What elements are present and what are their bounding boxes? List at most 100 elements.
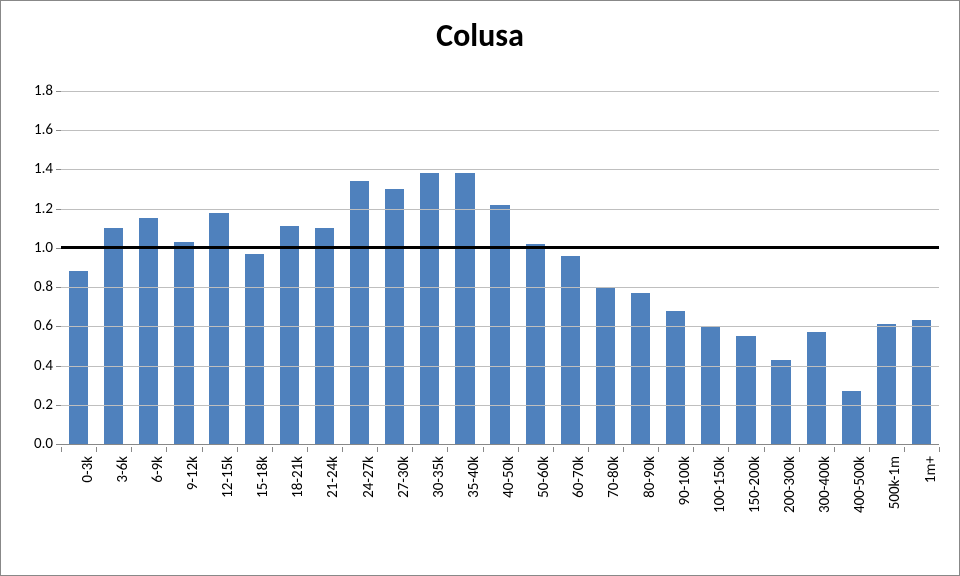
y-tick-mark <box>56 169 61 170</box>
x-label-slot: 15-18k <box>237 451 272 575</box>
chart-title: Colusa <box>1 16 959 55</box>
x-tick-label: 50-60k <box>535 456 553 498</box>
x-tick-mark <box>553 447 554 452</box>
y-tick-label: 0.2 <box>34 396 53 414</box>
y-tick-label: 0.4 <box>34 357 53 375</box>
x-tick-mark <box>166 447 167 452</box>
x-tick-label: 24-27k <box>360 456 378 498</box>
x-label-slot: 400-500k <box>834 451 869 575</box>
gridline <box>61 326 939 327</box>
bars-wrap <box>61 91 939 444</box>
bar-slot <box>377 91 412 444</box>
y-tick-label: 1.0 <box>34 239 53 257</box>
bar-slot <box>483 91 518 444</box>
x-tick-mark <box>588 447 589 452</box>
x-tick-mark <box>939 447 940 452</box>
bar-slot <box>131 91 166 444</box>
bar-slot <box>61 91 96 444</box>
bar-slot <box>658 91 693 444</box>
x-tick-label: 18-21k <box>289 456 307 498</box>
x-tick-label: 30-35k <box>430 456 448 498</box>
x-tick-mark <box>131 447 132 452</box>
bar-slot <box>412 91 447 444</box>
x-label-slot: 40-50k <box>483 451 518 575</box>
x-tick-label: 1m+ <box>922 456 940 483</box>
x-tick-mark <box>799 447 800 452</box>
x-label-slot: 60-70k <box>553 451 588 575</box>
bar <box>807 332 826 444</box>
x-label-slot: 9-12k <box>166 451 201 575</box>
x-tick-mark <box>272 447 273 452</box>
x-tick-label: 12-15k <box>219 456 237 498</box>
bar <box>280 226 299 444</box>
x-label-slot: 0-3k <box>61 451 96 575</box>
x-tick-mark <box>202 447 203 452</box>
x-tick-mark <box>237 447 238 452</box>
bar-slot <box>623 91 658 444</box>
x-tick-mark <box>834 447 835 452</box>
bar <box>736 336 755 444</box>
y-tick-label: 1.6 <box>34 121 53 139</box>
x-tick-label: 9-12k <box>184 456 202 490</box>
gridline <box>61 287 939 288</box>
bar-slot <box>166 91 201 444</box>
y-tick-mark <box>56 444 61 445</box>
bar-slot <box>307 91 342 444</box>
x-label-slot: 500k-1m <box>869 451 904 575</box>
bar-slot <box>447 91 482 444</box>
x-tick-mark <box>96 447 97 452</box>
x-tick-label: 40-50k <box>500 456 518 498</box>
y-tick-label: 1.2 <box>34 200 53 218</box>
x-label-slot: 90-100k <box>658 451 693 575</box>
x-tick-label: 35-40k <box>465 456 483 498</box>
bar-slot <box>728 91 763 444</box>
x-label-slot: 21-24k <box>307 451 342 575</box>
x-label-slot: 12-15k <box>202 451 237 575</box>
bar-slot <box>553 91 588 444</box>
x-tick-mark <box>693 447 694 452</box>
bar <box>877 324 896 444</box>
x-tick-label: 3-6k <box>114 456 132 483</box>
bar-slot <box>96 91 131 444</box>
y-tick-label: 1.8 <box>34 82 53 100</box>
x-label-slot: 27-30k <box>377 451 412 575</box>
x-tick-mark <box>869 447 870 452</box>
y-tick-label: 0.6 <box>34 317 53 335</box>
bar-slot <box>588 91 623 444</box>
x-tick-mark <box>904 447 905 452</box>
bar-slot <box>904 91 939 444</box>
bar-slot <box>869 91 904 444</box>
bar-slot <box>799 91 834 444</box>
x-tick-mark <box>61 447 62 452</box>
x-tick-label: 80-90k <box>641 456 659 498</box>
bar <box>315 228 334 444</box>
x-tick-label: 27-30k <box>395 456 413 498</box>
x-tick-label: 300-400k <box>816 456 834 513</box>
bar <box>842 391 861 444</box>
y-tick-mark <box>56 130 61 131</box>
x-tick-mark <box>412 447 413 452</box>
bar-slot <box>764 91 799 444</box>
x-label-slot: 35-40k <box>447 451 482 575</box>
x-tick-label: 500k-1m <box>886 456 904 509</box>
gridline <box>61 169 939 170</box>
gridline <box>61 366 939 367</box>
x-label-slot: 24-27k <box>342 451 377 575</box>
plot-area: 0.00.20.40.60.81.01.21.41.61.8 <box>61 91 939 445</box>
bar <box>771 360 790 444</box>
x-tick-label: 60-70k <box>570 456 588 498</box>
x-label-slot: 300-400k <box>799 451 834 575</box>
bar-slot <box>834 91 869 444</box>
x-tick-mark <box>728 447 729 452</box>
bar <box>420 173 439 444</box>
gridline <box>61 405 939 406</box>
bar <box>69 271 88 444</box>
bar <box>912 320 931 444</box>
x-label-slot: 150-200k <box>728 451 763 575</box>
y-tick-mark <box>56 91 61 92</box>
x-tick-mark <box>518 447 519 452</box>
gridline <box>61 91 939 92</box>
bar <box>561 256 580 444</box>
y-tick-mark <box>56 326 61 327</box>
x-tick-mark <box>377 447 378 452</box>
